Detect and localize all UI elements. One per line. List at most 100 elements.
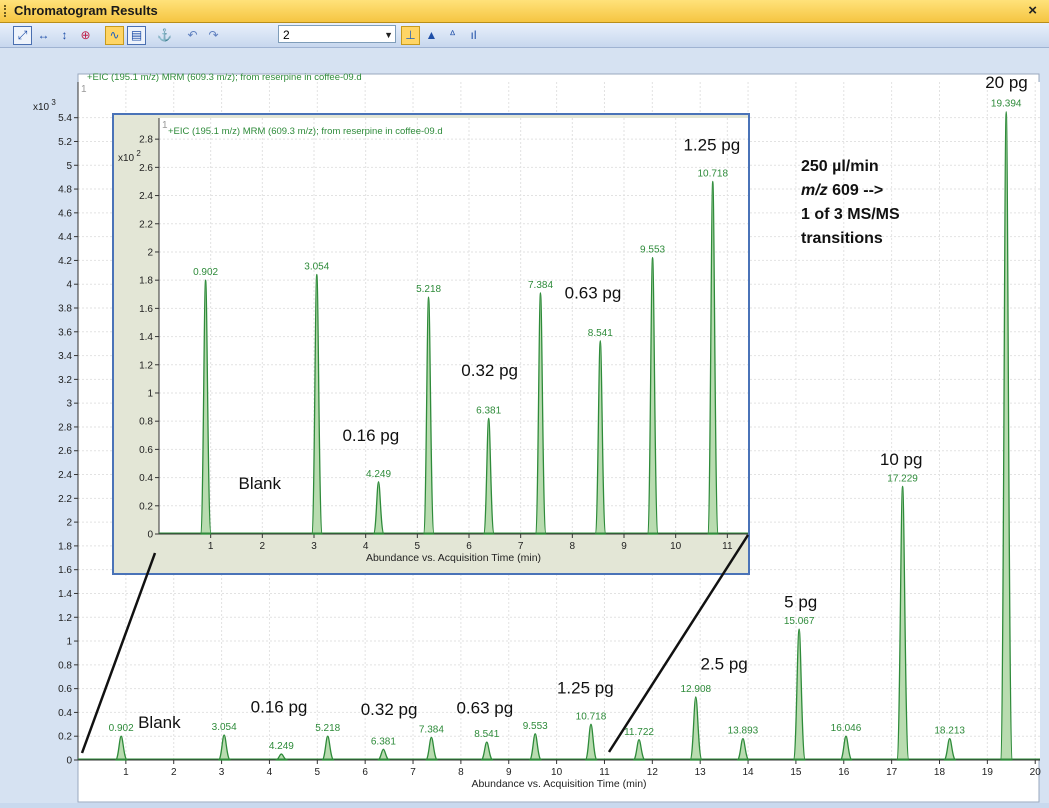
main-x-tick-label: 5 xyxy=(315,767,321,778)
main-y-tick-label: 4.8 xyxy=(58,185,72,196)
anchor-icon[interactable]: ⚓ xyxy=(157,28,172,42)
main-amount-label-0.32-pg: 0.32 pg xyxy=(361,700,418,719)
main-peak-label-5.218: 5.218 xyxy=(315,723,340,734)
main-peak-label-12.908: 12.908 xyxy=(680,684,711,695)
zoom-fit-icon[interactable]: ⤢ xyxy=(13,26,32,45)
main-peak-9.553 xyxy=(528,733,543,761)
inset-x-tick-label: 1 xyxy=(208,541,214,552)
inset-x-tick-label: 4 xyxy=(363,541,369,552)
main-peak-label-7.384: 7.384 xyxy=(419,724,444,735)
inset-y-tick-label: 2.2 xyxy=(139,219,153,230)
main-x-tick-label: 6 xyxy=(362,767,368,778)
main-peak-16.046 xyxy=(839,735,853,761)
main-y-tick-label: 2.4 xyxy=(58,470,72,481)
inset-amount-label-Blank: Blank xyxy=(238,474,281,493)
inset-x-tick-label: 9 xyxy=(621,541,627,552)
integration-icon[interactable]: ▲ xyxy=(425,28,438,42)
main-peak-label-6.381: 6.381 xyxy=(371,736,396,747)
overlay-icon[interactable]: ∿ xyxy=(105,26,124,45)
main-peak-label-19.394: 19.394 xyxy=(991,99,1022,110)
inset-y-tick-label: 0 xyxy=(147,530,153,541)
main-peak-label-16.046: 16.046 xyxy=(831,723,862,734)
inset-peak-label-6.381: 6.381 xyxy=(476,405,501,416)
main-peak-5.218 xyxy=(321,735,335,761)
inset-y-tick-label: 1.4 xyxy=(139,332,153,343)
inset-peak-4.249 xyxy=(372,481,385,535)
redo-icon[interactable]: ↷ xyxy=(208,28,219,42)
inset-peak-label-3.054: 3.054 xyxy=(304,262,329,273)
annotation-transitions-1: 1 of 3 MS/MS xyxy=(801,206,900,223)
main-y-tick-label: 0.4 xyxy=(58,708,72,719)
main-x-tick-label: 17 xyxy=(886,767,898,778)
toolbar: ⤢ ↔ ↕ ⊕ ∿ ▤ ⚓ ↶ ↷ 2 ▼ ⊥ ▲ ᐞ ıl xyxy=(0,23,1049,48)
inset-x-tick-label: 11 xyxy=(722,541,733,552)
main-x-tick-label: 19 xyxy=(982,767,994,778)
main-y-tick-label: 0.6 xyxy=(58,684,72,695)
main-amount-label-1.25-pg: 1.25 pg xyxy=(557,678,614,697)
main-peak-label-15.067: 15.067 xyxy=(784,616,815,627)
main-amount-label-10-pg: 10 pg xyxy=(880,450,923,469)
main-peak-label-3.054: 3.054 xyxy=(212,722,237,733)
main-y-tick-label: 5.2 xyxy=(58,137,72,148)
chromatogram-svg[interactable]: 1 2 3 4 5 6 7 8 9 10 11 12 13 14 15 16 17 18 19 2000.20.40.… xyxy=(0,48,1049,803)
inset-peak-label-4.249: 4.249 xyxy=(366,469,391,480)
main-x-tick-label: 11 xyxy=(599,767,610,778)
inset-x-tick-label: 8 xyxy=(570,541,576,552)
inset-amount-label-0.32-pg: 0.32 pg xyxy=(461,361,518,380)
main-peak-3.054 xyxy=(217,734,232,761)
main-y-tick-label: 1.8 xyxy=(58,541,72,552)
main-y-tick-label: 4.2 xyxy=(58,256,72,267)
annotation-mz: m/z 609 --> xyxy=(801,182,883,199)
inset-y-tick-label: 2.8 xyxy=(139,135,153,146)
main-y-tick-label: 2 xyxy=(66,518,72,529)
inset-x-label: Abundance vs. Acquisition Time (min) xyxy=(366,552,541,564)
split-icon[interactable]: ▤ xyxy=(127,26,146,45)
drag-grip-icon[interactable] xyxy=(4,5,8,17)
panel-count-select[interactable]: 2 ▼ xyxy=(278,25,396,43)
inset-peak-label-9.553: 9.553 xyxy=(640,245,665,256)
zoom-icon[interactable]: ⊕ xyxy=(80,28,91,42)
main-y-tick-label: 3 xyxy=(66,399,72,410)
inset-y-tick-label: 2 xyxy=(147,247,153,258)
peak-label-icon[interactable]: ⊥ xyxy=(401,26,420,45)
main-peak-label-13.893: 13.893 xyxy=(728,726,759,737)
main-peak-0.902 xyxy=(114,735,129,761)
main-x-tick-label: 10 xyxy=(551,767,563,778)
inset-y-tick-label: 1.8 xyxy=(139,276,153,287)
main-y-tick-label: 4.4 xyxy=(58,232,72,243)
title-bar: Chromatogram Results × xyxy=(0,0,1049,23)
main-peak-label-17.229: 17.229 xyxy=(887,473,918,484)
spectrum-icon[interactable]: ıl xyxy=(470,28,477,42)
main-y-tick-label: 0.8 xyxy=(58,660,72,671)
main-peak-label-0.902: 0.902 xyxy=(109,723,134,734)
main-amount-label-5-pg: 5 pg xyxy=(784,593,817,612)
baseline-icon[interactable]: ᐞ xyxy=(449,28,456,42)
main-y-tick-label: 2.6 xyxy=(58,446,72,457)
main-peak-10.718 xyxy=(584,723,598,761)
main-peak-label-11.722: 11.722 xyxy=(624,727,654,738)
inset-x-tick-label: 5 xyxy=(415,541,421,552)
inset-x-tick-label: 6 xyxy=(466,541,472,552)
annotation-flow-rate: 250 µl/min xyxy=(801,158,879,175)
inset-plot-bg xyxy=(159,118,748,534)
inset-peak-5.218 xyxy=(422,296,435,535)
main-amount-label-0.63-pg: 0.63 pg xyxy=(456,699,513,718)
main-y-tick-label: 2.2 xyxy=(58,494,72,505)
main-y-tick-label: 1.2 xyxy=(58,613,72,624)
inset-x-tick-label: 2 xyxy=(260,541,266,552)
undo-icon[interactable]: ↶ xyxy=(187,28,198,42)
fit-x-icon[interactable]: ↔ xyxy=(37,28,50,42)
main-peak-13.893 xyxy=(736,737,750,761)
fit-y-icon[interactable]: ↕ xyxy=(61,28,68,42)
main-subtitle: +EIC (195.1 m/z) MRM (609.3 m/z); from r… xyxy=(87,72,362,83)
main-x-tick-label: 18 xyxy=(934,767,946,778)
main-x-tick-label: 1 xyxy=(123,767,129,778)
close-icon[interactable]: × xyxy=(1028,2,1037,19)
main-x-label: Abundance vs. Acquisition Time (min) xyxy=(471,778,646,790)
main-x-tick-label: 20 xyxy=(1030,767,1042,778)
panel-count-value: 2 xyxy=(283,28,290,42)
main-peak-18.213 xyxy=(943,737,957,761)
main-peak-label-9.553: 9.553 xyxy=(523,721,548,732)
main-x-tick-label: 13 xyxy=(695,767,707,778)
main-y-tick-label: 3.8 xyxy=(58,304,72,315)
